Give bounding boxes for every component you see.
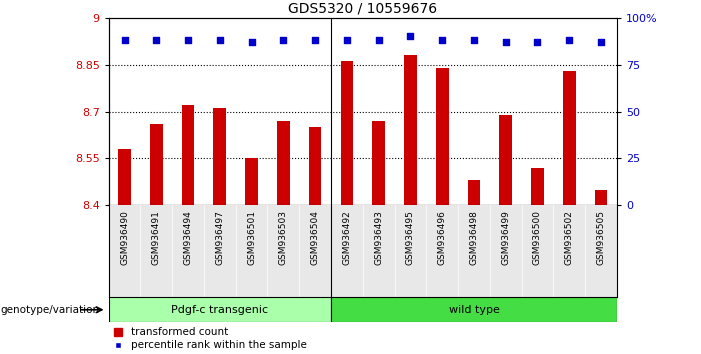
Text: GSM936493: GSM936493 (374, 210, 383, 265)
Text: GSM936505: GSM936505 (597, 210, 606, 265)
Bar (109, 297, 331, 322)
Bar (404, 55, 417, 205)
Bar (499, 115, 512, 205)
Point (532, 39, 543, 45)
Text: GSM936492: GSM936492 (342, 210, 351, 265)
Bar (118, 149, 131, 205)
Bar (341, 62, 353, 205)
Title: GDS5320 / 10559676: GDS5320 / 10559676 (288, 1, 437, 15)
Text: GSM936502: GSM936502 (565, 210, 573, 265)
Point (310, 38, 321, 43)
Bar (594, 190, 607, 205)
Bar (308, 127, 322, 205)
Point (119, 38, 130, 43)
Bar (182, 105, 194, 205)
Text: GSM936504: GSM936504 (311, 210, 320, 265)
Bar (436, 68, 449, 205)
Bar (468, 180, 480, 205)
Text: GSM936497: GSM936497 (215, 210, 224, 265)
Point (215, 38, 226, 43)
Point (564, 38, 575, 43)
Legend: transformed count, percentile rank within the sample: transformed count, percentile rank withi… (114, 327, 306, 350)
Point (246, 39, 257, 45)
Point (500, 39, 511, 45)
Text: wild type: wild type (449, 305, 499, 315)
Text: GSM936490: GSM936490 (120, 210, 129, 265)
Text: GSM936500: GSM936500 (533, 210, 542, 265)
Bar (245, 158, 258, 205)
Text: GSM936494: GSM936494 (184, 210, 193, 265)
Point (278, 38, 289, 43)
Point (341, 38, 353, 43)
Text: GSM936503: GSM936503 (279, 210, 288, 265)
Bar (150, 124, 163, 205)
Point (468, 38, 479, 43)
Text: Pdgf-c transgenic: Pdgf-c transgenic (171, 305, 268, 315)
Bar (331, 297, 617, 322)
Point (404, 34, 416, 39)
Point (182, 38, 193, 43)
Text: genotype/variation: genotype/variation (0, 305, 99, 315)
Text: GSM936501: GSM936501 (247, 210, 256, 265)
Point (151, 38, 162, 43)
Text: GSM936495: GSM936495 (406, 210, 415, 265)
Bar (372, 121, 385, 205)
Bar (563, 71, 576, 205)
Text: GSM936496: GSM936496 (437, 210, 447, 265)
Bar (277, 121, 290, 205)
Bar (214, 108, 226, 205)
Text: GSM936498: GSM936498 (470, 210, 479, 265)
Point (595, 39, 606, 45)
Bar (531, 168, 544, 205)
Point (373, 38, 384, 43)
Point (437, 38, 448, 43)
Text: GSM936491: GSM936491 (152, 210, 161, 265)
Text: GSM936499: GSM936499 (501, 210, 510, 265)
